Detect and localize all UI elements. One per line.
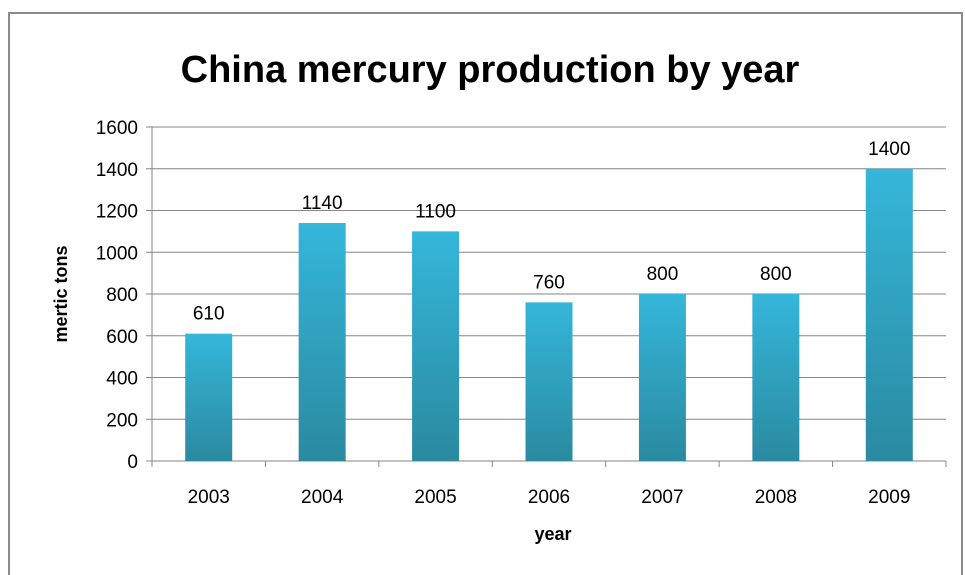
bar-2003 [185, 333, 233, 461]
bar-2005 [412, 231, 460, 461]
data-labels: 610 1140 1100 760 800 800 1400 [193, 139, 911, 325]
bar-2006 [525, 302, 573, 461]
x-axis-ticks: 2003 2004 2005 2006 2007 2008 2009 [151, 461, 947, 508]
data-label-2004: 1140 [302, 193, 343, 214]
data-label-2009: 1400 [868, 139, 910, 160]
y-tick-label: 200 [106, 410, 138, 431]
y-tick-label: 800 [106, 285, 138, 306]
y-tick-label: 1200 [96, 202, 138, 223]
bar-2004 [298, 223, 346, 461]
y-tick-label: 0 [127, 452, 138, 473]
x-tick-label: 2007 [641, 487, 683, 508]
y-axis-ticks: 0 200 400 600 800 1000 1200 1400 1600 [96, 118, 138, 473]
bar-2009 [865, 168, 913, 461]
x-tick-label: 2009 [868, 487, 910, 508]
data-label-2008: 800 [760, 264, 792, 285]
x-tick-label: 2008 [755, 487, 797, 508]
y-tick-label: 1400 [96, 160, 138, 181]
data-label-2007: 800 [647, 264, 679, 285]
y-tick-label: 400 [106, 369, 138, 390]
x-axis-label: year [534, 524, 571, 544]
y-tick-label: 1000 [96, 243, 138, 264]
bar-2007 [638, 294, 686, 461]
y-axis-label: mertic tons [51, 245, 71, 342]
data-label-2006: 760 [533, 272, 565, 293]
bar-2008 [752, 294, 800, 461]
data-label-2005: 1100 [415, 201, 456, 222]
data-label-2003: 610 [193, 304, 225, 325]
x-tick-label: 2004 [301, 487, 344, 508]
y-tick-label: 1600 [96, 118, 138, 139]
chart-title: China mercury production by year [181, 49, 800, 91]
x-tick-label: 2006 [528, 487, 570, 508]
bars [185, 168, 913, 461]
x-tick-label: 2003 [188, 487, 230, 508]
y-tick-label: 600 [106, 327, 138, 348]
x-tick-label: 2005 [414, 487, 456, 508]
